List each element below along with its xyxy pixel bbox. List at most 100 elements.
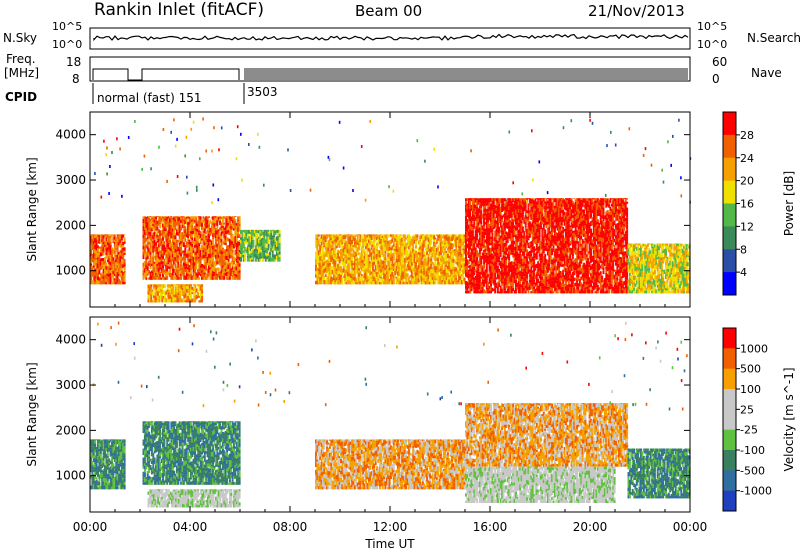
- echo-cell: [116, 262, 119, 265]
- echo-cell: [149, 251, 152, 255]
- echo-cell: [173, 220, 176, 223]
- echo-cell: [169, 292, 172, 295]
- echo-cell: [152, 252, 155, 257]
- echo-cell: [170, 235, 173, 239]
- echo-cell: [192, 293, 195, 299]
- echo-cell: [167, 251, 170, 255]
- echo-cell: [166, 233, 169, 236]
- echo-cell: [170, 256, 173, 260]
- echo-cell: [154, 289, 157, 292]
- echo-cell: [377, 278, 380, 281]
- echo-cell: [91, 253, 94, 258]
- echo-cell: [152, 250, 155, 253]
- echo-cell: [220, 269, 223, 274]
- echo-cell: [195, 228, 198, 232]
- echo-cell: [143, 242, 146, 246]
- echo-cell: [259, 249, 262, 253]
- echo-cell: [424, 244, 427, 248]
- echo-cell: [145, 251, 148, 255]
- echo-cell: [238, 240, 241, 242]
- echo-cell: [191, 240, 194, 244]
- echo-cell: [99, 240, 102, 244]
- echo-cell: [112, 264, 115, 267]
- echo-cell: [155, 216, 157, 220]
- echo-cell: [234, 257, 237, 261]
- echo-cell: [95, 250, 98, 254]
- echo-cell: [208, 233, 210, 239]
- echo-cell: [170, 259, 173, 264]
- echo-cell: [150, 270, 153, 274]
- echo-cell: [226, 216, 229, 219]
- echo-cell: [115, 277, 118, 282]
- echo-cell: [224, 239, 227, 243]
- echo-cell: [94, 249, 97, 254]
- echo-cell: [145, 227, 148, 233]
- echo-cell: [208, 242, 210, 246]
- echo-cell: [98, 241, 101, 244]
- echo-cell: [202, 239, 205, 243]
- echo-cell: [142, 234, 145, 239]
- echo-cell: [217, 234, 220, 237]
- echo-cell: [228, 243, 231, 246]
- echo-cell: [143, 231, 146, 236]
- echo-cell: [201, 300, 204, 303]
- echo-cell: [152, 260, 155, 264]
- echo-cell: [123, 266, 126, 271]
- echo-cell: [175, 251, 178, 255]
- echo-cell: [105, 273, 108, 276]
- echo-cell: [234, 235, 237, 240]
- echo-cell: [205, 246, 208, 249]
- echo-cell: [255, 258, 258, 262]
- echo-cell: [195, 226, 198, 229]
- echo-cell: [119, 252, 122, 256]
- echo-cell: [198, 243, 201, 247]
- echo-cell: [483, 242, 486, 246]
- echo-cell: [227, 273, 230, 278]
- echo-cell: [153, 239, 156, 243]
- echo-cell: [94, 235, 97, 238]
- echo-cell: [148, 291, 151, 296]
- echo-cell: [473, 202, 476, 205]
- echo-cell: [191, 275, 194, 280]
- echo-cell: [251, 252, 253, 256]
- echo-cell: [210, 240, 213, 246]
- echo-cell: [155, 289, 158, 293]
- echo-cell: [148, 270, 151, 274]
- echo-cell: [162, 284, 165, 286]
- echo-cell: [105, 234, 108, 236]
- echo-cell: [190, 285, 193, 290]
- echo-cell: [177, 295, 180, 299]
- echo-cell: [194, 291, 197, 294]
- echo-cell: [260, 229, 263, 231]
- echo-cell: [105, 248, 108, 252]
- echo-cell: [99, 273, 102, 276]
- echo-cell: [248, 256, 251, 260]
- echo-cell: [220, 273, 223, 277]
- echo-cell: [162, 273, 164, 278]
- echo-cell: [238, 219, 241, 224]
- echo-cell: [217, 231, 220, 235]
- echo-cell: [187, 273, 190, 276]
- echo-cell: [119, 268, 122, 274]
- echo-cell: [97, 257, 99, 260]
- echo-cell: [153, 216, 156, 218]
- echo-cell: [241, 255, 244, 258]
- echo-cell: [120, 256, 123, 259]
- echo-cell: [224, 255, 227, 258]
- echo-cell: [237, 252, 240, 257]
- echo-cell: [223, 249, 226, 252]
- echo-cell: [256, 259, 259, 262]
- echo-cell: [167, 242, 170, 248]
- echo-cell: [227, 264, 230, 269]
- echo-cell: [223, 266, 226, 270]
- echo-cell: [194, 225, 196, 231]
- echo-cell: [169, 260, 171, 263]
- echo-cell: [166, 258, 169, 263]
- echo-cell: [147, 284, 150, 286]
- echo-cell: [159, 266, 162, 270]
- echo-cell: [188, 258, 191, 263]
- echo-cell: [191, 260, 194, 263]
- echo-cell: [419, 239, 422, 242]
- echo-cell: [168, 298, 171, 303]
- echo-cell: [208, 262, 210, 266]
